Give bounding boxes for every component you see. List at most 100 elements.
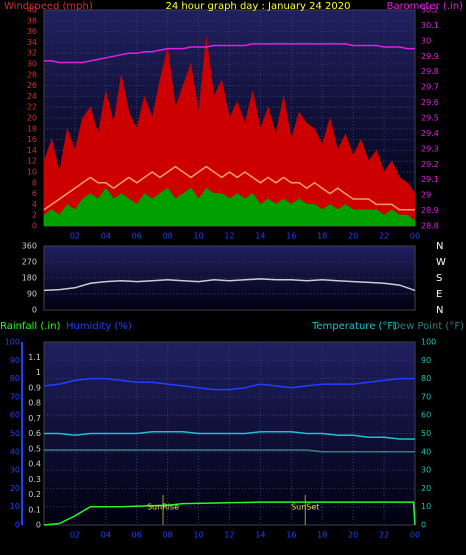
series-line [44, 430, 415, 440]
y2-tick-label: 29.9 [421, 52, 439, 61]
y-tick-label: 180 [22, 274, 37, 283]
x-tick-label: 16 [286, 531, 296, 540]
y3-tick-label: 0.5 [28, 444, 41, 453]
y3-tick-label: 0.9 [28, 383, 41, 392]
y-tick-label: 30 [27, 60, 37, 69]
x-tick-label: 14 [255, 531, 265, 540]
y3-tick-label: 0.7 [28, 414, 41, 423]
y-tick-label: 20 [10, 484, 20, 493]
y-tick-label: 90 [27, 290, 37, 299]
y2-tick-label: 100 [421, 338, 436, 347]
y2-tick-label: N [436, 305, 443, 316]
y2-tick-label: 29.2 [421, 160, 439, 169]
x-tick-label: 00 [410, 232, 420, 241]
y-tick-label: 6 [32, 189, 37, 198]
chart-title: 24 hour graph day : January 24 2020 [166, 1, 351, 12]
y3-tick-label: 0.1 [28, 505, 41, 514]
x-tick-label: 18 [317, 531, 327, 540]
series-line [43, 377, 415, 391]
y3-tick-label: 0.8 [28, 399, 41, 408]
y-tick-label: 360 [22, 242, 37, 251]
y-tick-label: 8 [32, 178, 37, 187]
y2-tick-label: 60 [421, 411, 431, 420]
x-tick-label: 02 [70, 232, 80, 241]
y2-tick-label: 30.2 [421, 6, 439, 15]
legend-label: Temperature (°F) [311, 321, 397, 332]
x-tick-label: 18 [317, 232, 327, 241]
y2-tick-label: 28.8 [421, 222, 439, 231]
y-tick-label: 34 [27, 38, 37, 47]
y-tick-label: 26 [27, 81, 37, 90]
series-area [43, 36, 416, 227]
x-tick-label: 04 [101, 531, 111, 540]
x-tick-label: 20 [348, 531, 358, 540]
y-tick-label: 60 [10, 411, 20, 420]
y-tick-label: 38 [27, 16, 37, 25]
x-tick-label: 04 [101, 232, 111, 241]
y-tick-label: 70 [10, 392, 20, 401]
y2-tick-label: W [436, 257, 446, 268]
y-tick-label: 40 [27, 6, 37, 15]
series-line [44, 449, 415, 453]
y3-tick-label: 0.4 [28, 460, 41, 469]
y-tick-label: 270 [22, 258, 37, 267]
y-tick-label: 100 [5, 338, 20, 347]
y2-tick-label: 70 [421, 392, 431, 401]
legend-label: Humidity (%) [66, 321, 132, 332]
y2-tick-label: 29 [421, 191, 431, 200]
y-tick-label: 2 [32, 211, 37, 220]
series-line [43, 278, 416, 292]
y-tick-label: 10 [27, 168, 37, 177]
y2-tick-label: 29.4 [421, 129, 439, 138]
y2-tick-label: 29.1 [421, 175, 439, 184]
y-tick-label: 0 [32, 222, 37, 231]
x-tick-label: 20 [348, 232, 358, 241]
y2-tick-label: E [436, 289, 442, 300]
x-tick-label: 08 [163, 531, 173, 540]
y2-tick-label: 30.1 [421, 21, 439, 30]
y-tick-label: 16 [27, 135, 37, 144]
x-tick-label: 10 [193, 232, 203, 241]
x-tick-label: 06 [132, 232, 142, 241]
axis-title: Barometer (.in) [387, 1, 463, 12]
y2-tick-label: 29.6 [421, 98, 439, 107]
x-tick-label: 12 [224, 531, 234, 540]
y-tick-label: 32 [27, 49, 37, 58]
y-tick-label: 12 [27, 157, 37, 166]
y2-tick-label: 0 [421, 521, 426, 530]
y2-tick-label: S [436, 273, 442, 284]
x-tick-label: 12 [224, 232, 234, 241]
y2-tick-label: 50 [421, 429, 431, 438]
y-tick-label: 36 [27, 27, 37, 36]
y2-tick-label: 29.8 [421, 67, 439, 76]
axis-title: Windspeed (mph) [4, 1, 93, 12]
legend-label: Dew Point (°F) [392, 321, 464, 332]
y2-tick-label: 80 [421, 374, 431, 383]
y2-tick-label: 90 [421, 356, 431, 365]
y-tick-label: 22 [27, 103, 37, 112]
series-line [43, 501, 416, 526]
y-tick-label: 50 [10, 429, 20, 438]
y-tick-label: 24 [27, 92, 37, 101]
y-tick-label: 4 [32, 200, 37, 209]
annotation-label: SunRise [147, 503, 179, 512]
x-tick-label: 16 [286, 232, 296, 241]
x-tick-label: 22 [379, 232, 389, 241]
y-tick-label: 90 [10, 356, 20, 365]
y3-tick-label: 1.1 [28, 353, 41, 362]
y2-tick-label: 29.3 [421, 144, 439, 153]
y-tick-label: 80 [10, 374, 20, 383]
y2-tick-label: 30 [421, 466, 431, 475]
y2-tick-label: N [436, 241, 443, 252]
y2-tick-label: 30 [421, 36, 431, 45]
x-tick-label: 22 [379, 531, 389, 540]
annotation-label: SunSet [291, 503, 319, 512]
y-tick-label: 30 [10, 466, 20, 475]
y3-tick-label: 1 [36, 368, 41, 377]
y-tick-label: 0 [32, 306, 37, 315]
y-tick-label: 18 [27, 124, 37, 133]
y2-tick-label: 29.5 [421, 114, 439, 123]
y2-tick-label: 20 [421, 484, 431, 493]
series-line [44, 43, 415, 64]
